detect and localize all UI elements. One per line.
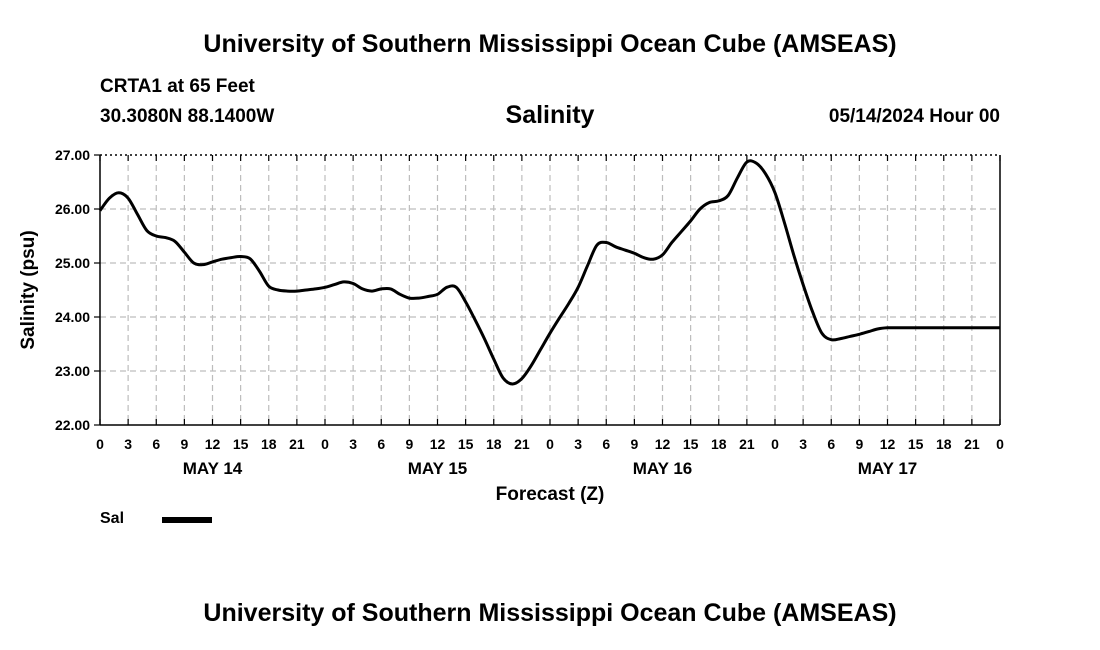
chart-labels: 0 3 6 9 12 15 18 21 0 3 6 9 12 15 18 21 0 3 6 9 12 15 18 21 0 3 6 9… [55, 147, 1004, 478]
x-tick-label: 0 [321, 436, 329, 452]
x-tick-label: 3 [349, 436, 357, 452]
x-tick-label: 3 [574, 436, 582, 452]
x-tick-label: 9 [630, 436, 638, 452]
chart-axes [94, 154, 1001, 426]
x-tick-label: 21 [739, 436, 755, 452]
x-tick-label: 6 [152, 436, 160, 452]
y-tick-label: 24.00 [55, 309, 90, 325]
x-tick-label: 21 [289, 436, 305, 452]
y-tick-label: 25.00 [55, 255, 90, 271]
x-tick-label: 12 [655, 436, 671, 452]
x-tick-label: 21 [964, 436, 980, 452]
x-tick-label: 15 [233, 436, 249, 452]
x-tick-label: 6 [377, 436, 385, 452]
variable-title: Salinity [505, 101, 595, 129]
x-tick-label: 12 [880, 436, 896, 452]
x-tick-label: 18 [936, 436, 952, 452]
y-tick-label: 23.00 [55, 363, 90, 379]
x-tick-label: 15 [683, 436, 699, 452]
chart-grid [100, 155, 1000, 425]
y-tick-label: 26.00 [55, 201, 90, 217]
chart-header-title: University of Southern Mississippi Ocean… [203, 30, 897, 58]
x-tick-label: 0 [96, 436, 104, 452]
y-tick-label: 27.00 [55, 147, 90, 163]
x-tick-label: 3 [124, 436, 132, 452]
x-tick-label: 21 [514, 436, 530, 452]
x-tick-label: 6 [602, 436, 610, 452]
x-tick-label: 0 [996, 436, 1004, 452]
x-tick-label: 15 [908, 436, 924, 452]
x-day-label: MAY 15 [408, 459, 468, 478]
x-tick-label: 15 [458, 436, 474, 452]
x-tick-label: 9 [855, 436, 863, 452]
x-tick-label: 18 [711, 436, 727, 452]
chart-footer-title: University of Southern Mississippi Ocean… [203, 599, 897, 627]
forecast-datetime: 05/14/2024 Hour 00 [828, 106, 1000, 127]
x-tick-label: 12 [205, 436, 221, 452]
x-tick-label: 0 [771, 436, 779, 452]
legend-swatch [162, 517, 212, 523]
y-tick-label: 22.00 [55, 417, 90, 433]
x-tick-label: 0 [546, 436, 554, 452]
x-tick-label: 18 [486, 436, 502, 452]
y-axis-title: Salinity (psu) [18, 230, 39, 349]
station-coordinates: 30.3080N 88.1400W [100, 106, 275, 127]
x-axis-title: Forecast (Z) [496, 484, 605, 505]
x-day-label: MAY 16 [633, 459, 693, 478]
x-day-label: MAY 17 [858, 459, 918, 478]
x-tick-label: 9 [180, 436, 188, 452]
x-tick-label: 18 [261, 436, 277, 452]
x-tick-label: 12 [430, 436, 446, 452]
x-day-label: MAY 14 [183, 459, 243, 478]
legend-label: Sal [100, 510, 125, 527]
x-tick-label: 3 [799, 436, 807, 452]
x-tick-label: 6 [827, 436, 835, 452]
chart-series [98, 159, 1000, 386]
series-line-sal [98, 159, 1000, 386]
station-label: CRTA1 at 65 Feet [100, 76, 255, 97]
x-tick-label: 9 [405, 436, 413, 452]
